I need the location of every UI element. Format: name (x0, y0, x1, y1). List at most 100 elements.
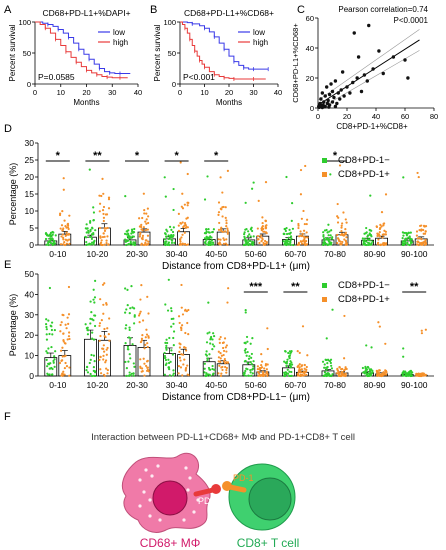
significance-marker: ** (410, 281, 419, 293)
data-dot (51, 243, 54, 247)
data-dot (67, 313, 71, 316)
data-dot (299, 193, 303, 196)
x-tick-label: 70-80 (324, 380, 346, 390)
data-dot (211, 373, 215, 376)
x-tick-label: 80 (430, 112, 438, 121)
correlation-p-value: P<0.0001 (394, 16, 429, 25)
data-dot (384, 193, 388, 196)
data-dot (181, 233, 184, 236)
y-tick-label: 50 (23, 49, 31, 58)
data-dot (167, 366, 170, 369)
data-dot (171, 353, 174, 356)
data-dot (364, 243, 367, 246)
data-dot (376, 232, 379, 235)
scatter-point (351, 80, 355, 85)
data-dot (344, 367, 347, 370)
data-dot (68, 374, 71, 377)
data-dot (406, 241, 409, 244)
data-dot (124, 360, 127, 364)
data-dot (370, 368, 373, 371)
data-dot (246, 340, 249, 343)
data-dot (306, 218, 309, 221)
data-dot (52, 231, 55, 234)
data-dot (224, 206, 227, 209)
data-dot (84, 227, 87, 230)
data-dot (125, 233, 128, 236)
data-dot (144, 364, 148, 368)
data-dot (129, 374, 132, 377)
data-dot (377, 321, 380, 324)
data-dot (146, 228, 149, 231)
data-dot (264, 225, 267, 228)
data-dot (287, 232, 291, 235)
y-axis-label: Percent survival (153, 24, 162, 81)
data-dot (302, 209, 305, 213)
data-dot (382, 222, 385, 225)
data-dot (53, 358, 56, 361)
data-dot (89, 220, 92, 223)
data-dot (266, 373, 269, 376)
data-dot (170, 307, 173, 310)
data-dot (170, 325, 173, 328)
data-dot (325, 337, 328, 340)
data-dot (243, 237, 246, 240)
data-dot (401, 374, 404, 377)
data-dot (246, 243, 249, 246)
data-dot (179, 359, 182, 362)
data-dot (45, 358, 48, 361)
data-dot (322, 233, 325, 237)
data-dot (102, 303, 105, 306)
data-dot (106, 235, 109, 238)
data-dot (53, 355, 56, 358)
data-dot (243, 231, 246, 234)
legend-label-low: low (253, 28, 265, 37)
data-dot (303, 222, 306, 226)
data-dot (211, 241, 215, 244)
x-tick-label: 0-10 (49, 380, 66, 390)
data-dot (126, 348, 130, 351)
data-dot (369, 194, 372, 197)
data-dot (250, 356, 253, 359)
data-dot (128, 371, 131, 374)
data-dot (187, 373, 190, 377)
data-dot (212, 332, 215, 335)
data-dot (246, 235, 250, 238)
data-dot (404, 237, 408, 240)
granule-dot (138, 504, 142, 508)
granule-dot (184, 466, 188, 470)
data-dot (93, 239, 96, 242)
data-dot (206, 359, 209, 362)
data-dot (125, 230, 128, 233)
data-dot (52, 361, 55, 364)
data-dot (177, 365, 181, 368)
x-tick-label: 60 (401, 112, 409, 121)
data-dot (298, 366, 301, 369)
data-dot (98, 194, 101, 197)
data-dot (336, 233, 339, 237)
data-dot (220, 226, 223, 229)
data-dot (102, 358, 105, 361)
data-dot (323, 242, 326, 246)
data-dot (207, 301, 210, 304)
data-dot (66, 338, 69, 341)
data-dot (304, 236, 307, 239)
data-dot (365, 226, 368, 230)
y-tick-label: 5 (29, 223, 34, 233)
data-dot (91, 331, 94, 334)
data-dot (61, 210, 64, 213)
data-dot (146, 342, 149, 345)
x-tick-label: 70-80 (324, 249, 346, 259)
data-dot (323, 366, 326, 369)
y-axis-label: CD68+PD-L1+%CD68+ (291, 23, 300, 103)
data-dot (164, 195, 167, 198)
data-dot (217, 211, 221, 214)
tcell-nucleus (248, 477, 292, 521)
data-dot (170, 234, 173, 237)
data-dot (147, 240, 150, 243)
data-dot (226, 229, 229, 232)
data-dot (303, 374, 306, 377)
y-tick-label: 40 (306, 44, 314, 53)
data-dot (105, 241, 108, 245)
data-dot (221, 215, 224, 218)
